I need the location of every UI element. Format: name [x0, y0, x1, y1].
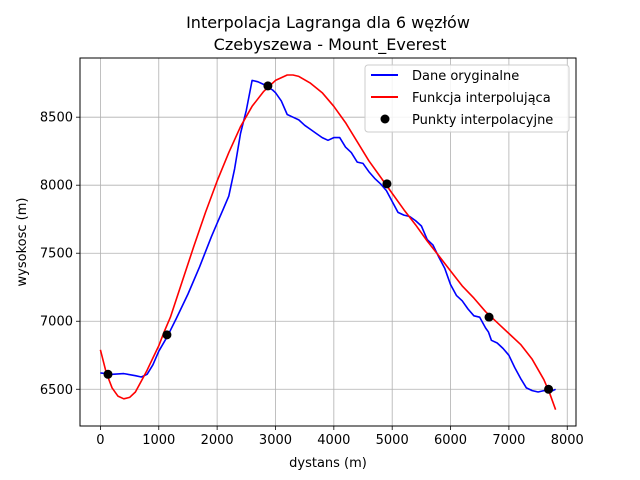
x-tick-label: 2000 [201, 433, 234, 448]
chart-title-line2: Czebyszewa - Mount_Everest [214, 35, 447, 55]
y-tick-label: 7500 [40, 247, 73, 262]
chart-title-line1: Interpolacja Lagranga dla 6 węzłów [186, 13, 470, 32]
interpolation-node-point [484, 312, 494, 322]
legend: Dane oryginalne Funkcja interpolująca Pu… [364, 64, 570, 133]
y-axis-label: wysokosc (m) [15, 198, 30, 287]
interpolation-node-point [544, 384, 554, 394]
x-tick-label: 1000 [142, 433, 175, 448]
y-tick-label: 6500 [40, 383, 73, 398]
y-tick-label: 8500 [40, 111, 73, 126]
series-interpolation-line [99, 74, 557, 410]
legend-label-nodes: Punkty interpolacyjne [412, 113, 553, 128]
x-tick-label: 8000 [551, 433, 584, 448]
x-tick-label: 6000 [434, 433, 467, 448]
interpolation-node-point [382, 179, 392, 189]
plot-area [99, 74, 557, 410]
legend-label-original: Dane oryginalne [412, 69, 519, 84]
legend-label-interpolation: Funkcja interpolująca [412, 91, 551, 106]
series-original-line [100, 79, 556, 393]
axis-ticks: 0 1000 2000 3000 4000 5000 6000 7000 8000 6500 700… [40, 111, 584, 448]
x-tick-label: 0 [96, 433, 104, 448]
interpolation-node-point [103, 369, 113, 379]
x-tick-label: 5000 [376, 433, 409, 448]
y-tick-label: 8000 [40, 179, 73, 194]
interpolation-node-point [263, 81, 273, 91]
x-tick-label: 4000 [317, 433, 350, 448]
x-axis-label: dystans (m) [289, 456, 367, 471]
interpolation-node-point [162, 330, 172, 340]
x-tick-label: 3000 [259, 433, 292, 448]
legend-box [364, 64, 570, 133]
plot-frame [79, 57, 577, 427]
y-tick-label: 7000 [40, 315, 73, 330]
x-tick-label: 7000 [492, 433, 525, 448]
series-layer [99, 74, 557, 410]
legend-marker-nodes [380, 114, 390, 124]
